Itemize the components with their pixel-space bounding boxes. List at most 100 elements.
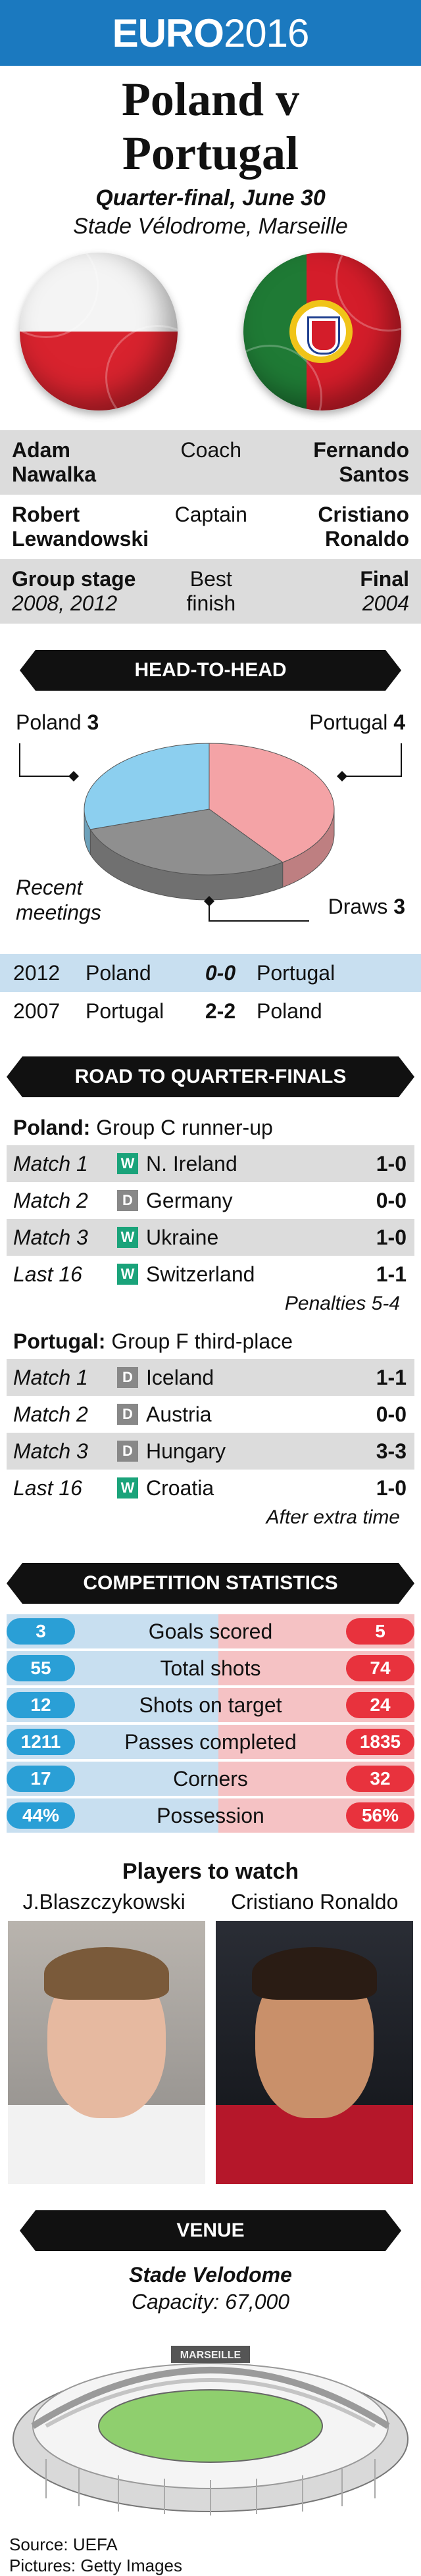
captain-label: Captain: [174, 503, 247, 526]
h2h-pie: [84, 743, 335, 901]
meeting-year: 2012: [13, 960, 61, 985]
road-team-heading: Poland: Group C runner-up: [7, 1109, 414, 1145]
footer-pictures: Pictures: Getty Images: [9, 2556, 182, 2575]
road-match-label: Match 1: [13, 1365, 88, 1389]
h2h-portugal-label: Portugal 4: [309, 710, 405, 735]
footer: Source: UEFA Pictures: Getty Images: [0, 2525, 421, 2576]
road-result-badge: D: [117, 1404, 138, 1425]
h2h-poland-label: Poland 3: [16, 710, 99, 735]
match-title-line2: Portugal: [122, 127, 299, 180]
h2h-draws-leader: [209, 901, 309, 922]
stat-row: 17 Corners 32: [7, 1762, 414, 1796]
poland-best-finish-stage: Group stage: [12, 567, 136, 591]
h2h-portugal-wins: 4: [393, 710, 405, 734]
stat-portugal-value: 1835: [346, 1729, 414, 1755]
meeting-home: Poland: [86, 960, 151, 985]
stat-name: Possession: [157, 1803, 264, 1827]
stat-row: 12 Shots on target 24: [7, 1688, 414, 1722]
meeting-away: Poland: [257, 999, 322, 1023]
stat-row: 3 Goals scored 5: [7, 1614, 414, 1648]
stat-portugal-value: 74: [346, 1655, 414, 1681]
portugal-best-finish-stage: Final: [360, 567, 409, 591]
h2h-recent-label: Recent meetings: [16, 875, 101, 925]
road-team-group: Group F third-place: [111, 1329, 293, 1353]
h2h-poland-name: Poland: [16, 710, 82, 734]
road-match-row: Match 2 D Austria 0-0: [7, 1396, 414, 1433]
player-right-photo: [216, 1921, 413, 2184]
h2h-slice-draws: [89, 808, 284, 876]
stat-name: Goals scored: [148, 1619, 273, 1643]
portugal-captain: Cristiano Ronaldo: [318, 503, 409, 551]
stat-poland-value: 12: [7, 1692, 75, 1718]
h2h-poland-marker-icon: [68, 771, 79, 781]
match-title: Poland v Portugal: [0, 72, 421, 180]
portugal-ball-icon: [243, 253, 401, 410]
euro-year: 2016: [223, 11, 309, 55]
info-row-coach: Adam Nawalka Coach Fernando Santos: [0, 430, 421, 495]
portugal-emblem-icon: [289, 300, 353, 363]
head-to-head-chart: Poland 3 Portugal 4 Recent meetings Draws…: [0, 697, 421, 954]
road-match-row: Last 16 W Croatia 1-0: [7, 1470, 414, 1506]
road-result-badge: W: [117, 1477, 138, 1499]
road-score: 1-0: [376, 1225, 407, 1249]
road-match-label: Last 16: [13, 1475, 82, 1500]
portugal-best-finish: Final 2004: [261, 559, 421, 624]
road-result-badge: D: [117, 1441, 138, 1462]
road-result-badge: D: [117, 1190, 138, 1211]
road-score: 0-0: [376, 1188, 407, 1212]
meeting-row: 2012 Poland 0-0 Portugal: [0, 954, 421, 992]
portugal-coach: Fernando Santos: [261, 430, 421, 495]
player-names: J.Blaszczykowski Cristiano Ronaldo: [0, 1890, 421, 1914]
meeting-row: 2007 Portugal 2-2 Poland: [0, 992, 421, 1030]
road-match-label: Last 16: [13, 1262, 82, 1286]
road-score: 1-0: [376, 1475, 407, 1500]
stat-row: 55 Total shots 74: [7, 1651, 414, 1685]
stats-header: COMPETITION STATISTICS: [7, 1563, 414, 1604]
road-header: ROAD TO QUARTER-FINALS: [7, 1056, 414, 1097]
stat-poland-value: 44%: [7, 1802, 75, 1829]
h2h-pie-svg: [19, 743, 402, 922]
road-team-name: Portugal:: [13, 1329, 106, 1353]
player-left-name: J.Blaszczykowski: [22, 1890, 186, 1914]
stat-row: 44% Possession 56%: [7, 1798, 414, 1833]
footer-source: Source: UEFA: [9, 2535, 118, 2554]
stat-row: 1211 Passes completed 1835: [7, 1725, 414, 1759]
match-venue-line: Stade Vélodrome, Marseille: [73, 214, 348, 239]
road-team-group: Group C runner-up: [96, 1116, 273, 1139]
info-table: Adam Nawalka Coach Fernando Santos Rober…: [0, 430, 421, 624]
h2h-poland-leader: [19, 743, 74, 777]
players-title: Players to watch: [122, 1859, 299, 1884]
road-note: Penalties 5-4: [284, 1293, 400, 1314]
road-match-label: Match 3: [13, 1439, 88, 1463]
player-right-name: Cristiano Ronaldo: [231, 1890, 399, 1914]
road-score: 0-0: [376, 1402, 407, 1426]
stat-portugal-value: 32: [346, 1766, 414, 1792]
player-left-photo: [8, 1921, 205, 2184]
stadium-sign: MARSEILLE: [180, 2350, 241, 2361]
venue-header: VENUE: [20, 2210, 401, 2251]
road-team-name: Poland:: [13, 1116, 91, 1139]
stadium-icon: MARSEILLE: [12, 2346, 409, 2515]
road-match-row: Match 1 D Iceland 1-1: [7, 1359, 414, 1396]
h2h-draws-name: Draws: [328, 895, 388, 918]
venue-capacity: Capacity: 67,000: [131, 2290, 290, 2314]
h2h-poland-wins: 3: [87, 710, 99, 734]
h2h-draws-label: Draws 3: [328, 895, 405, 919]
road-result-badge: W: [117, 1264, 138, 1285]
stat-poland-value: 17: [7, 1766, 75, 1792]
road-match-label: Match 1: [13, 1151, 88, 1176]
h2h-portugal-marker-icon: [337, 771, 347, 781]
poland-best-finish-years: 2008, 2012: [12, 591, 118, 615]
meeting-year: 2007: [13, 999, 61, 1023]
road-match-label: Match 2: [13, 1402, 88, 1426]
road-match-row: Match 2 D Germany 0-0: [7, 1182, 414, 1219]
h2h-portugal-leader: [342, 743, 402, 777]
road-opponent: Hungary: [146, 1439, 226, 1463]
road-opponent: Austria: [146, 1402, 212, 1426]
stat-name: Corners: [173, 1766, 248, 1791]
competition-statistics: 3 Goals scored 5 55 Total shots 74 12 Shots on …: [0, 1614, 421, 1833]
venue-name: Stade Velodome: [129, 2263, 292, 2287]
road-score: 1-1: [376, 1365, 407, 1389]
euro-logo: EURO2016: [112, 11, 310, 56]
stat-portugal-value: 5: [346, 1618, 414, 1645]
